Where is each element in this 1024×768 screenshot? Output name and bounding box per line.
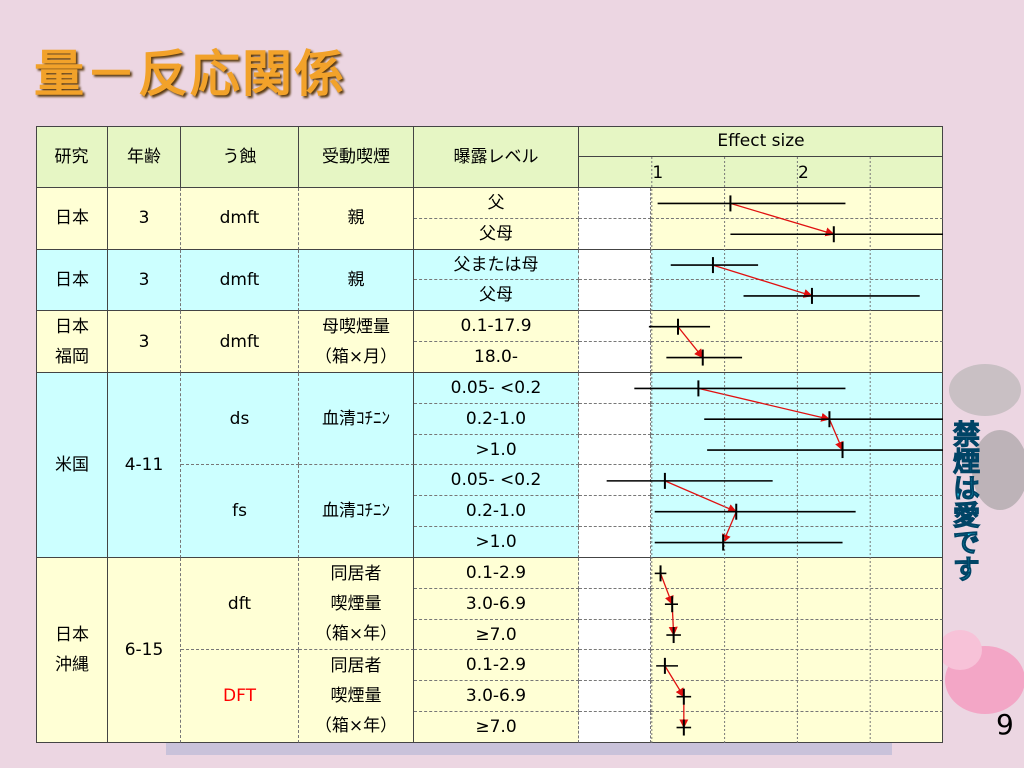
study-cell: 日本 沖縄 bbox=[36, 557, 108, 743]
column-header: 受動喫煙 bbox=[299, 126, 414, 188]
flower-decor bbox=[949, 364, 1021, 416]
trend-arrow bbox=[664, 665, 685, 698]
blank-cell bbox=[579, 342, 651, 373]
column-header: 年齢 bbox=[108, 126, 181, 188]
blank-cell bbox=[579, 188, 651, 219]
slide-title: 量－反応関係 bbox=[34, 45, 346, 103]
level-cell: 18.0- bbox=[414, 342, 579, 373]
effect-header: Effect size bbox=[579, 126, 943, 157]
exposure-cell: 同居者 喫煙量 （箱×年） bbox=[299, 557, 414, 651]
age-cell: 3 bbox=[108, 188, 181, 250]
blank-cell bbox=[579, 712, 651, 743]
caries-cell: dmft bbox=[181, 188, 299, 250]
column-header: 曝露レベル bbox=[414, 126, 579, 188]
exposure-cell: 親 bbox=[299, 249, 414, 312]
age-cell: 6-15 bbox=[108, 557, 181, 743]
blank-cell bbox=[579, 681, 651, 713]
trend-arrow bbox=[664, 480, 738, 513]
blank-cell bbox=[579, 434, 651, 466]
column-header: 研究 bbox=[36, 126, 108, 188]
level-cell: 0.2-1.0 bbox=[414, 403, 579, 435]
level-cell: >1.0 bbox=[414, 527, 579, 558]
study-cell: 日本 bbox=[36, 249, 108, 312]
page-number: 9 bbox=[996, 708, 1014, 741]
level-cell: 父 bbox=[414, 188, 579, 219]
blank-cell bbox=[579, 557, 651, 589]
level-cell: 父または母 bbox=[414, 249, 579, 281]
study-cell: 日本 bbox=[36, 188, 108, 250]
level-cell: >1.0 bbox=[414, 434, 579, 466]
exposure-cell: 血清ｺﾁﾆﾝ bbox=[299, 372, 414, 466]
caries-cell: dmft bbox=[181, 311, 299, 373]
blank-cell bbox=[579, 218, 651, 250]
age-cell: 4-11 bbox=[108, 372, 181, 558]
trend-arrow bbox=[722, 511, 737, 544]
caries-cell: dft bbox=[181, 557, 299, 651]
level-cell: ≥7.0 bbox=[414, 619, 579, 651]
exposure-cell: 同居者 喫煙量 （箱×年） bbox=[299, 650, 414, 743]
trend-arrow bbox=[677, 326, 704, 359]
level-cell: 父母 bbox=[414, 280, 579, 312]
blank-cell bbox=[579, 249, 651, 281]
blank-cell bbox=[579, 619, 651, 651]
blank-cell bbox=[579, 280, 651, 312]
blank-cell bbox=[579, 588, 651, 620]
study-cell: 米国 bbox=[36, 372, 108, 558]
caries-cell: fs bbox=[181, 465, 299, 558]
level-cell: 0.2-1.0 bbox=[414, 496, 579, 528]
level-cell: 父母 bbox=[414, 218, 579, 250]
study-cell: 日本 福岡 bbox=[36, 311, 108, 373]
trend-arrow bbox=[730, 202, 835, 237]
header-bg bbox=[36, 126, 943, 188]
exposure-cell: 親 bbox=[299, 188, 414, 250]
level-cell: ≥7.0 bbox=[414, 712, 579, 743]
blank-cell bbox=[579, 403, 651, 435]
blank-cell bbox=[579, 496, 651, 528]
trend-arrow bbox=[712, 264, 813, 298]
blank-cell bbox=[579, 311, 651, 343]
x-tick-label: 1 bbox=[652, 163, 663, 183]
blank-cell bbox=[579, 650, 651, 682]
caries-cell: DFT bbox=[181, 650, 299, 743]
flower-decor bbox=[972, 430, 1024, 510]
level-cell: 0.05- <0.2 bbox=[414, 372, 579, 404]
flower-decor bbox=[938, 630, 982, 670]
level-cell: 3.0-6.9 bbox=[414, 681, 579, 713]
trend-arrow bbox=[659, 573, 674, 606]
level-cell: 0.05- <0.2 bbox=[414, 465, 579, 497]
caries-cell: ds bbox=[181, 372, 299, 466]
level-cell: 0.1-17.9 bbox=[414, 311, 579, 343]
x-tick-label: 2 bbox=[798, 163, 809, 183]
trend-arrow bbox=[828, 418, 844, 451]
trend-arrow bbox=[698, 387, 831, 422]
age-cell: 3 bbox=[108, 249, 181, 312]
side-text: 禁煙は愛です bbox=[948, 420, 980, 583]
blank-cell bbox=[579, 527, 651, 558]
exposure-cell: 母喫煙量 （箱×月） bbox=[299, 311, 414, 373]
age-cell: 3 bbox=[108, 311, 181, 373]
level-cell: 3.0-6.9 bbox=[414, 588, 579, 620]
exposure-cell: 血清ｺﾁﾆﾝ bbox=[299, 465, 414, 558]
level-cell: 0.1-2.9 bbox=[414, 650, 579, 682]
column-header: う蝕 bbox=[181, 126, 299, 188]
level-cell: 0.1-2.9 bbox=[414, 557, 579, 589]
caries-cell: dmft bbox=[181, 249, 299, 312]
